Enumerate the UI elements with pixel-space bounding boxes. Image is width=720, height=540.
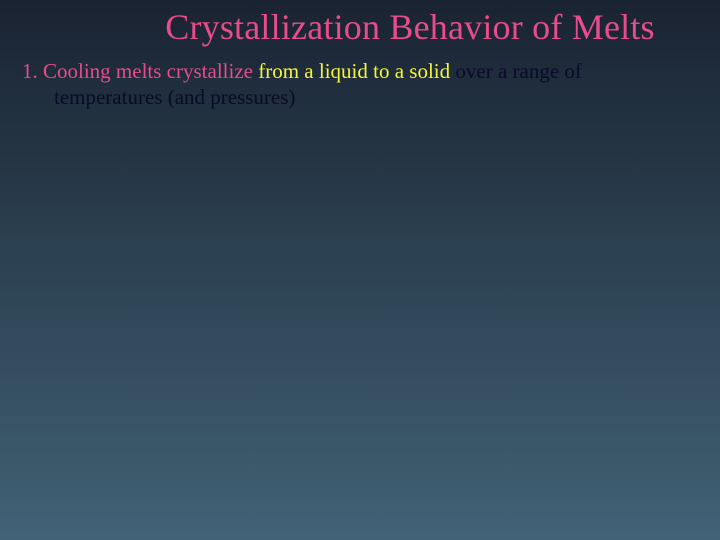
segment-yellow: from a liquid to a solid (253, 59, 450, 83)
list-item: 1. Cooling melts crystallize from a liqu… (22, 58, 698, 111)
segment-body: of (559, 59, 582, 83)
item-number: 1. (22, 59, 43, 83)
slide: Crystallization Behavior of Melts 1. Coo… (0, 0, 720, 540)
segment-body: range (513, 59, 560, 83)
segment-body: over a (450, 59, 512, 83)
segment-pink: Cooling melts crystallize (43, 59, 253, 83)
item-continuation: temperatures (and pressures) (22, 84, 698, 110)
body-list: 1. Cooling melts crystallize from a liqu… (0, 48, 720, 111)
slide-title: Crystallization Behavior of Melts (0, 0, 720, 48)
